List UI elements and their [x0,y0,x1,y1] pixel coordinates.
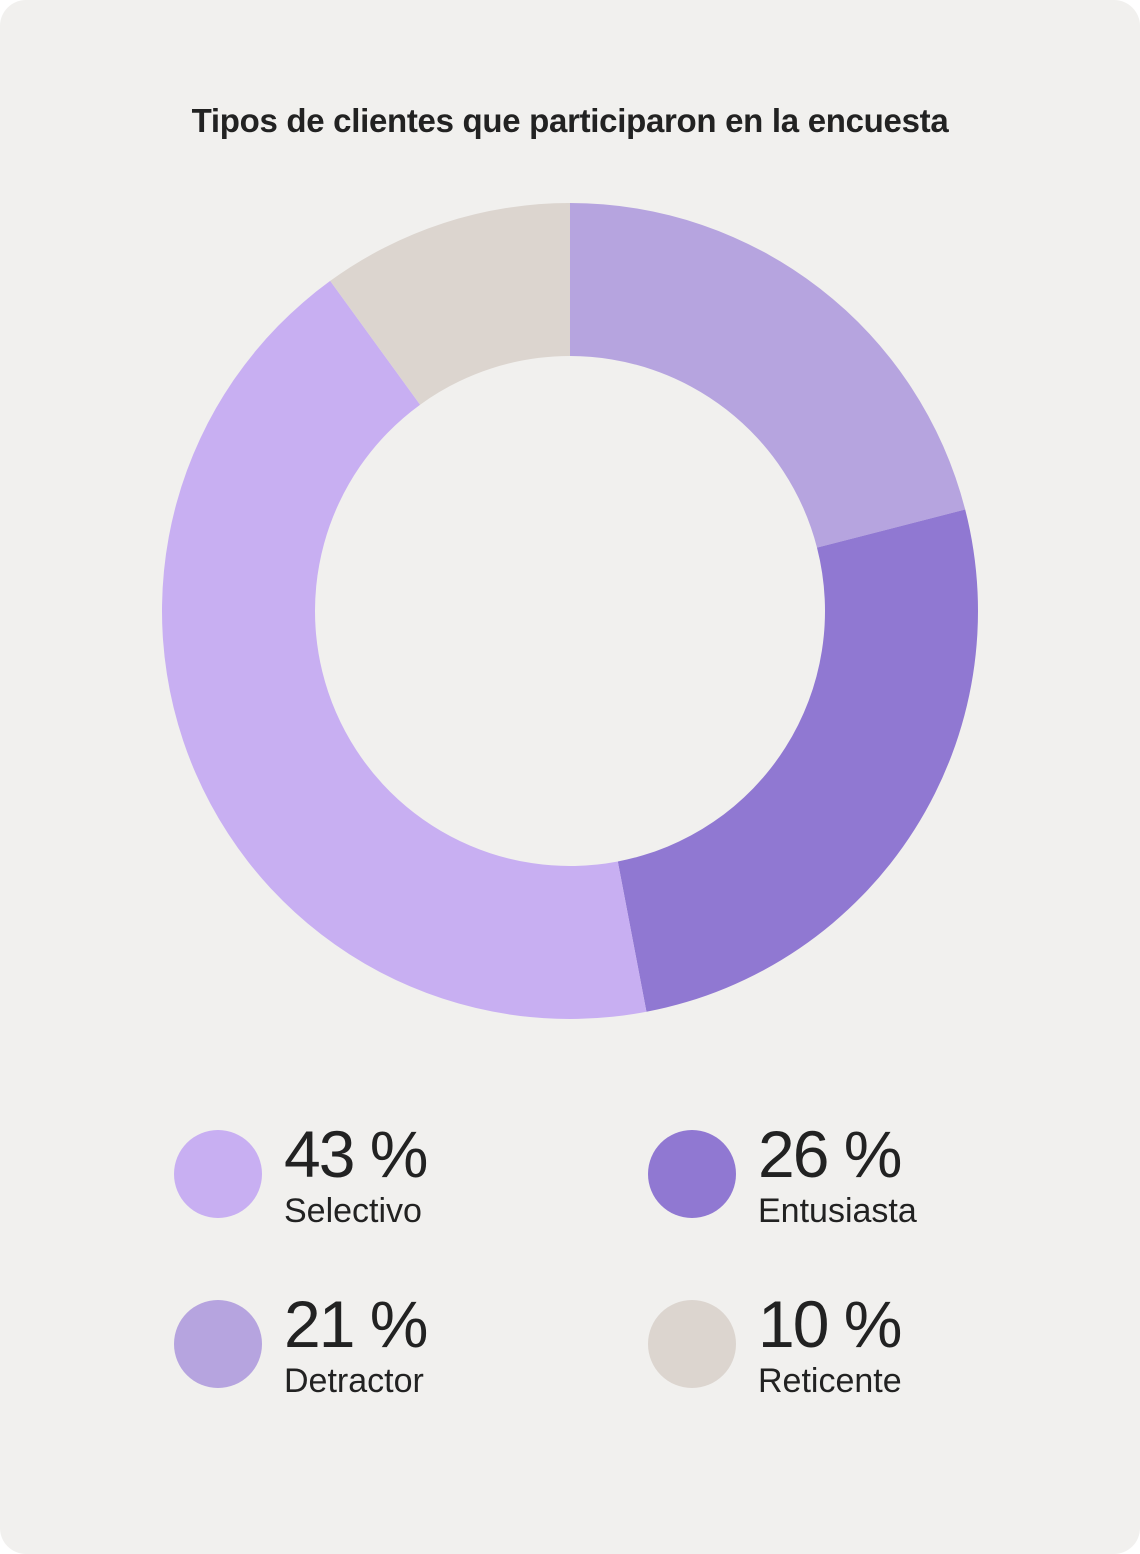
legend-label-entusiasta: Entusiasta [758,1192,917,1230]
legend-item-selectivo: 43 % Selectivo [174,1117,574,1244]
legend-swatch-selectivo [174,1130,262,1218]
donut-slice-detractor [570,203,966,548]
legend-label-reticente: Reticente [758,1362,902,1400]
legend-value-detractor: 21 % [284,1287,428,1361]
legend-item-detractor: 21 % Detractor [174,1287,574,1414]
legend-item-entusiasta: 26 % Entusiasta [648,1117,1048,1244]
legend-value-reticente: 10 % [758,1287,902,1361]
legend-value-entusiasta: 26 % [758,1117,902,1191]
legend-value-selectivo: 43 % [284,1117,428,1191]
legend-swatch-detractor [174,1300,262,1388]
chart-title: Tipos de clientes que participaron en la… [191,102,949,139]
legend-item-reticente: 10 % Reticente [648,1287,1048,1414]
legend-swatch-entusiasta [648,1130,736,1218]
donut-slice-selectivo [161,280,647,1020]
donut-chart [161,203,979,1020]
donut-slice-entusiasta [617,509,979,1012]
legend-swatch-reticente [648,1300,736,1388]
legend-label-detractor: Detractor [284,1362,424,1400]
donut-slice-reticente [330,203,570,405]
legend-label-selectivo: Selectivo [284,1192,422,1230]
